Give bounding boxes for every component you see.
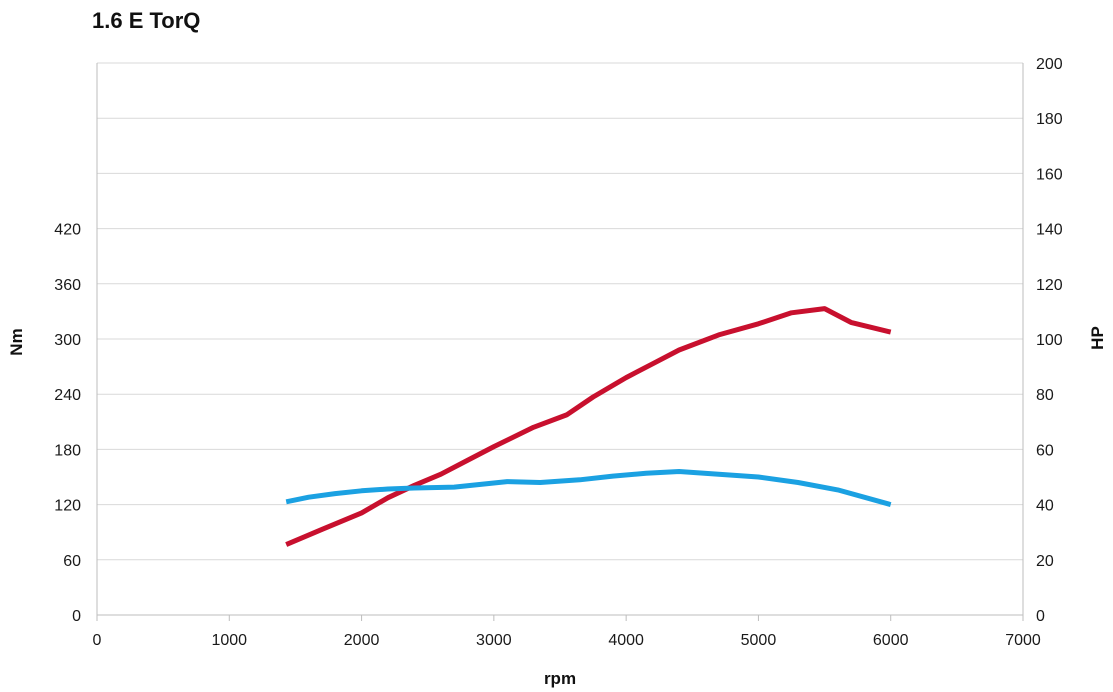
left-y-tick-label: 240: [54, 387, 81, 404]
x-tick-label: 0: [93, 632, 102, 649]
left-y-tick-label: 360: [54, 277, 81, 294]
right-y-tick-label: 120: [1036, 277, 1063, 294]
chart-title: 1.6 E TorQ: [92, 8, 201, 33]
right-y-tick-label: 180: [1036, 111, 1063, 128]
left-y-tick-label: 300: [54, 332, 81, 349]
right-y-tick-label: 160: [1036, 166, 1063, 183]
right-y-tick-label: 60: [1036, 442, 1054, 459]
series-lines: [285, 306, 892, 547]
grid-lines: [96, 62, 1024, 616]
right-y-tick-label: 140: [1036, 222, 1063, 239]
right-y-tick-label: 0: [1036, 608, 1045, 625]
power-hp-line: [285, 306, 892, 547]
left-y-axis-label: Nm: [7, 328, 26, 355]
right-y-axis-label: HP: [1088, 326, 1107, 350]
right-y-axis-ticks: 0 20 40 60 80 100 120 140 160 180 200: [1036, 56, 1063, 625]
x-tick-label: 5000: [741, 632, 777, 649]
x-tick-label: 3000: [476, 632, 512, 649]
x-tick-label: 6000: [873, 632, 909, 649]
x-tick-label: 4000: [608, 632, 644, 649]
left-y-axis-ticks: 0 60 120 180 240 300 360 420: [54, 222, 81, 625]
left-y-tick-label: 420: [54, 222, 81, 239]
right-y-tick-label: 100: [1036, 332, 1063, 349]
right-y-tick-label: 80: [1036, 387, 1054, 404]
x-tick-label: 7000: [1005, 632, 1041, 649]
right-y-tick-label: 200: [1036, 56, 1063, 73]
x-axis-ticks: 0 1000 2000 3000 4000 5000 6000 7000: [93, 615, 1041, 649]
right-y-tick-label: 20: [1036, 553, 1054, 570]
x-axis-label: rpm: [544, 669, 576, 688]
left-y-tick-label: 180: [54, 442, 81, 459]
torque-nm-line: [285, 469, 892, 508]
x-tick-label: 1000: [211, 632, 247, 649]
left-y-tick-label: 120: [54, 498, 81, 515]
x-tick-label: 2000: [344, 632, 380, 649]
left-y-tick-label: 60: [63, 553, 81, 570]
right-y-tick-label: 40: [1036, 498, 1054, 515]
left-y-tick-label: 0: [72, 608, 81, 625]
